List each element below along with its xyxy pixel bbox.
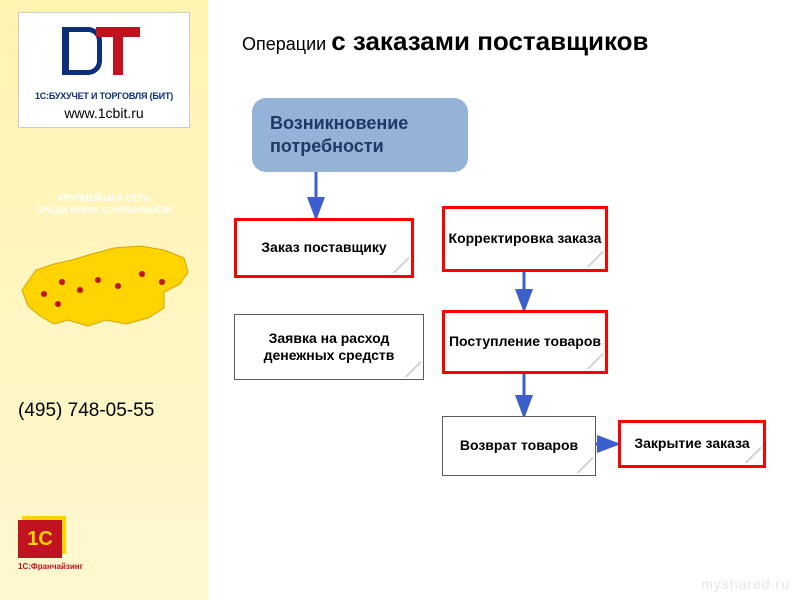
onec-logo-sub: 1С:Франчайзинг	[18, 562, 88, 571]
onec-logo-box: 1C	[18, 520, 62, 558]
bit-logo-subtitle: 1С:БУХУЧЕТ И ТОРГОВЛЯ (БИТ)	[25, 91, 183, 101]
sidebar: 1С:БУХУЧЕТ И ТОРГОВЛЯ (БИТ) www.1cbit.ru…	[0, 0, 208, 600]
flow-node-return: Возврат товаров	[442, 416, 596, 476]
flow-node-order: Заказ поставщику	[234, 218, 414, 278]
flow-node-correct: Корректировка заказа	[442, 206, 608, 272]
phone-number: (495) 748-05-55	[18, 400, 154, 422]
watermark: myshared.ru	[701, 576, 790, 592]
onec-logo: 1C 1С:Франчайзинг	[18, 520, 88, 580]
bit-logo-graphic	[44, 19, 164, 89]
content-area: Операции с заказами поставщиков Возникно…	[208, 0, 800, 600]
flow-arrows	[208, 0, 800, 600]
flow-node-request: Заявка на расход денежных средств	[234, 314, 424, 380]
slide-title: Операции с заказами поставщиков	[242, 26, 649, 57]
flow-node-receipt: Поступление товаров	[442, 310, 608, 374]
russia-map-icon	[14, 224, 194, 344]
company-url: www.1cbit.ru	[25, 105, 183, 121]
franchise-map: КРУПНЕЙШАЯ СЕТЬ СРЕДИ ФИРМ 1С:ФРАНЧАЙЗИ	[6, 192, 202, 378]
title-main: с заказами поставщиков	[331, 26, 648, 56]
bit-logo: 1С:БУХУЧЕТ И ТОРГОВЛЯ (БИТ) www.1cbit.ru	[18, 12, 190, 128]
flow-start-node: Возникновение потребности	[252, 98, 468, 172]
map-title-line1: КРУПНЕЙШАЯ СЕТЬ	[6, 192, 202, 204]
flow-node-close: Закрытие заказа	[618, 420, 766, 468]
map-title-line2: СРЕДИ ФИРМ 1С:ФРАНЧАЙЗИ	[6, 204, 202, 216]
title-prefix: Операции	[242, 34, 331, 54]
